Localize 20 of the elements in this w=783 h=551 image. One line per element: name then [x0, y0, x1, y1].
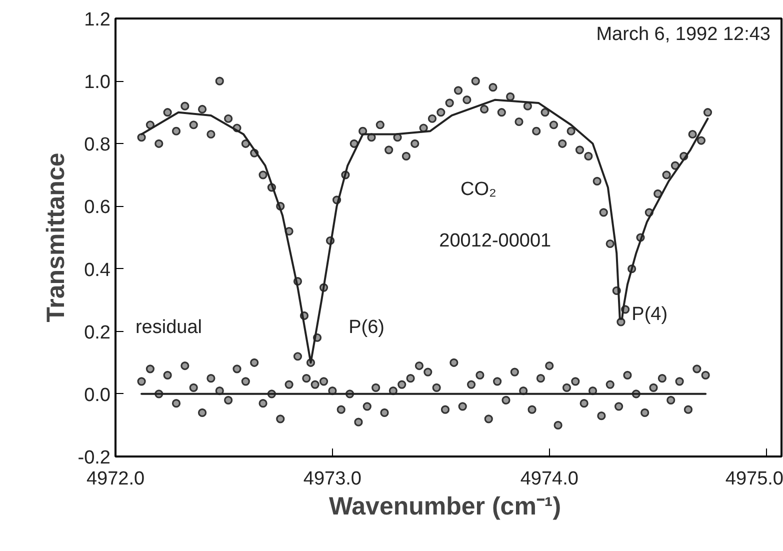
y-tick-label: 0.2 [84, 322, 111, 344]
y-tick-label: 0.8 [84, 134, 111, 156]
annotation: CO₂ [460, 178, 496, 200]
x-tick-label: 4974.0 [520, 468, 578, 490]
y-tick-label: 1.0 [84, 72, 111, 94]
y-axis-title: Transmittance [42, 152, 70, 322]
y-tick-label: 0.0 [84, 384, 111, 406]
y-tick-label: 1.2 [84, 10, 111, 30]
y-tick-label: -0.2 [78, 448, 111, 468]
x-tick-label: 4975.0 [725, 468, 783, 490]
x-tick-label: 4973.0 [303, 468, 362, 490]
annotation: residual [135, 317, 202, 338]
annotation: March 6, 1992 12:43 [596, 24, 771, 45]
annotation: P(4) [632, 304, 668, 326]
x-axis-title: Wavenumber (cm⁻¹) [328, 492, 562, 520]
x-tick-label: 4972.0 [86, 468, 145, 490]
annotation: 20012-00001 [439, 230, 552, 252]
y-tick-label: 0.4 [84, 260, 111, 281]
annotation: P(6) [348, 317, 385, 338]
y-tick-label: 0.6 [84, 197, 111, 218]
